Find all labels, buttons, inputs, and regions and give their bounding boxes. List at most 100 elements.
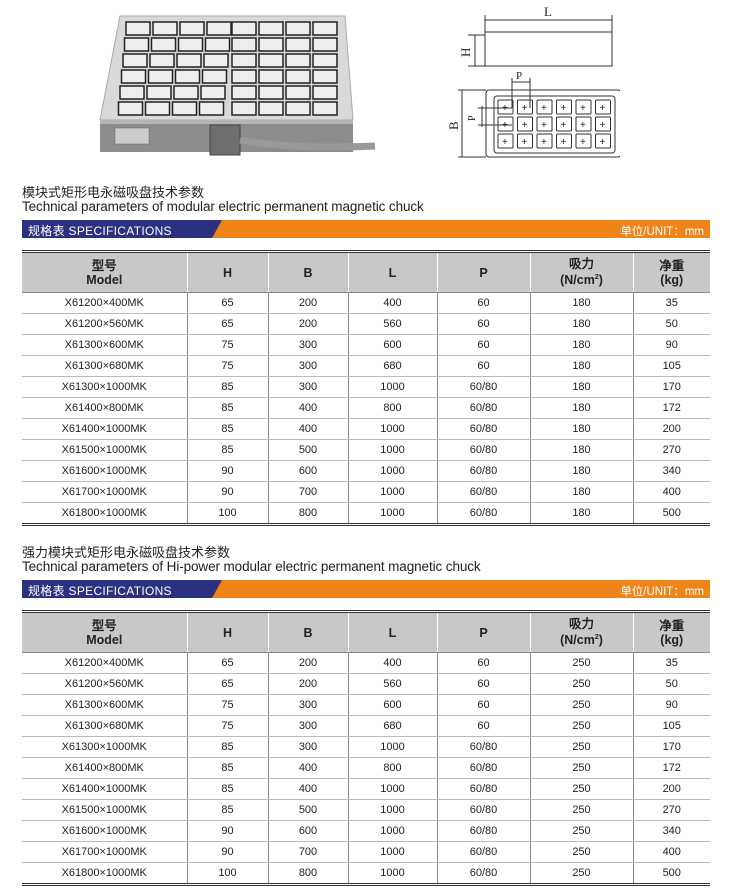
pole-cell <box>285 101 311 116</box>
diagram-pole <box>517 133 533 149</box>
specifications-bar: 规格表 SPECIFICATIONS 单位/UNIT：mm <box>22 580 710 598</box>
table-cell: 1000 <box>348 460 438 482</box>
table-cell: 60/80 <box>437 460 531 482</box>
pole-cell <box>231 85 257 100</box>
table-cell: 600 <box>348 694 438 716</box>
table-cell: 1000 <box>348 481 438 503</box>
pole-cell <box>258 53 284 68</box>
table-cell: 200 <box>268 673 349 695</box>
table-row: X61400×1000MK 85 400 1000 60/80 180 200 <box>22 418 710 440</box>
pole-cell <box>146 85 172 100</box>
table-cell: 250 <box>530 673 634 695</box>
pole-cell <box>312 37 338 52</box>
section-title-en: Technical parameters of Hi-power modular… <box>22 559 481 574</box>
diagram-pole <box>556 133 572 149</box>
table-row: X61600×1000MK 90 600 1000 60/80 250 340 <box>22 820 710 842</box>
table-cell: 90 <box>633 694 710 716</box>
pole-cell <box>120 69 147 84</box>
diagram-pole <box>497 116 514 132</box>
pole-cell <box>176 53 202 68</box>
table-cell: 60 <box>437 652 531 674</box>
pole-cell <box>171 101 198 116</box>
table-cell: 300 <box>268 334 349 356</box>
table-cell: 90 <box>633 334 710 356</box>
table-cell: X61400×1000MK <box>22 778 188 800</box>
table-cell: 180 <box>530 397 634 419</box>
table-cell: 105 <box>633 715 710 737</box>
table-cell: 1000 <box>348 736 438 758</box>
diagram-pole-center: + <box>541 103 547 114</box>
pole-cell <box>177 37 204 52</box>
col-l: L <box>348 251 438 293</box>
table-cell: 400 <box>268 418 349 440</box>
table-cell: 60/80 <box>437 397 531 419</box>
table-row: X61300×1000MK 85 300 1000 60/80 250 170 <box>22 736 710 758</box>
pole-cell <box>312 69 338 84</box>
table-cell: 65 <box>187 292 269 314</box>
diagram-pole-center: + <box>561 137 567 148</box>
table-cell: 50 <box>633 673 710 695</box>
table-cell: 250 <box>530 757 634 779</box>
table-cell: 85 <box>187 757 269 779</box>
diagram-pole-center: + <box>580 120 586 131</box>
pole-cell <box>312 85 338 100</box>
table-cell: 60/80 <box>437 502 531 525</box>
table-cell: 60/80 <box>437 841 531 863</box>
diagram-pole <box>595 116 611 132</box>
pole-cell <box>258 85 284 100</box>
table-row: X61400×1000MK 85 400 1000 60/80 250 200 <box>22 778 710 800</box>
table-cell: 60/80 <box>437 799 531 821</box>
dim-label-p2: P <box>467 115 478 121</box>
table-cell: X61700×1000MK <box>22 841 188 863</box>
diagram-pole <box>517 99 533 115</box>
pole-cell <box>173 85 199 100</box>
diagram-pole <box>497 99 514 115</box>
col-model: 型号 Model <box>22 611 188 653</box>
table-cell: 170 <box>633 376 710 398</box>
table-cell: 400 <box>268 778 349 800</box>
table-cell: 60/80 <box>437 757 531 779</box>
pole-cell <box>174 69 201 84</box>
pole-cell <box>285 53 311 68</box>
diagram-pole-center: + <box>580 103 586 114</box>
table-cell: 700 <box>268 841 349 863</box>
table-cell: X61400×1000MK <box>22 418 188 440</box>
diagram-pole <box>595 133 611 149</box>
table-row: X61200×400MK 65 200 400 60 250 35 <box>22 652 710 674</box>
table-cell: X61300×1000MK <box>22 376 188 398</box>
table-cell: 100 <box>187 862 269 885</box>
table-cell: 65 <box>187 313 269 335</box>
pole-cell <box>285 21 311 36</box>
table-cell: 1000 <box>348 439 438 461</box>
table-cell: 200 <box>633 778 710 800</box>
table-cell: 60/80 <box>437 481 531 503</box>
col-b: B <box>268 611 349 653</box>
table-cell: 400 <box>348 652 438 674</box>
table-cell: X61300×1000MK <box>22 736 188 758</box>
table-cell: 60 <box>437 694 531 716</box>
table-cell: 180 <box>530 502 634 525</box>
pole-cell <box>231 21 257 36</box>
pole-cell <box>312 21 338 36</box>
table-cell: 170 <box>633 736 710 758</box>
pole-cell <box>258 21 284 36</box>
pole-cell <box>258 37 284 52</box>
col-p: P <box>437 611 531 653</box>
dim-label-p: P <box>516 70 522 82</box>
table-row: X61800×1000MK 100 800 1000 60/80 250 500 <box>22 862 710 885</box>
col-p: P <box>437 251 531 293</box>
col-weight: 净重 (kg) <box>633 251 710 293</box>
spec-table: 型号 Model H B L P 吸力 (N/cm2) 净重 (kg) X61200×… <box>22 610 710 886</box>
pole-cell <box>179 21 205 36</box>
table-cell: 300 <box>268 715 349 737</box>
table-cell: 300 <box>268 736 349 758</box>
table-cell: 75 <box>187 694 269 716</box>
col-b: B <box>268 251 349 293</box>
table-cell: 180 <box>530 313 634 335</box>
table-cell: 180 <box>530 481 634 503</box>
table-cell: 180 <box>530 355 634 377</box>
table-cell: 250 <box>530 799 634 821</box>
table-cell: 180 <box>530 418 634 440</box>
table-cell: X61400×800MK <box>22 757 188 779</box>
